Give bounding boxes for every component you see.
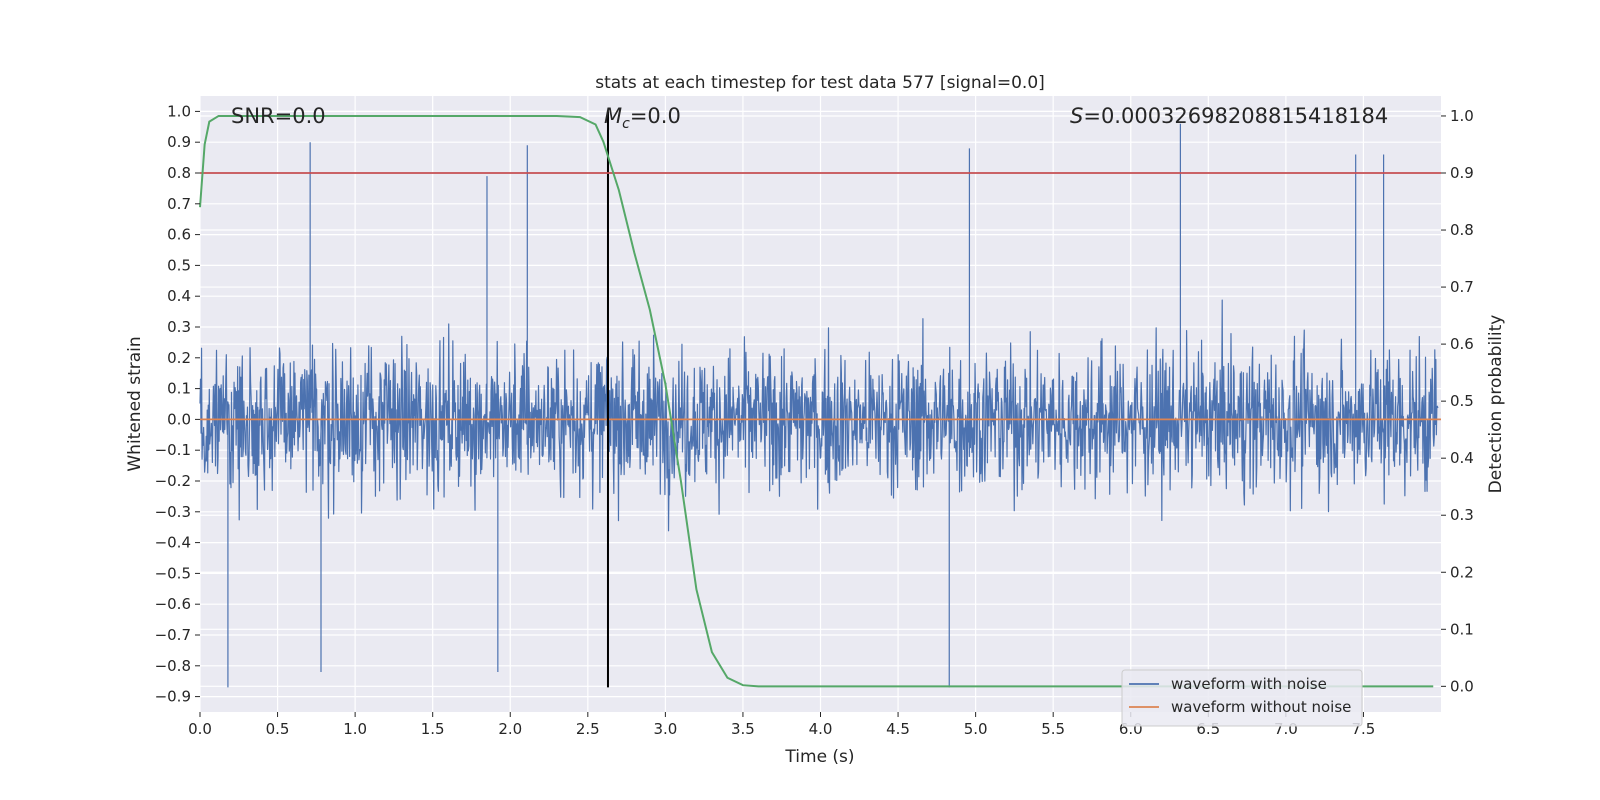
x-tick-label: 3.0: [653, 720, 677, 738]
y-tick-label-left: −0.7: [155, 626, 191, 644]
legend: waveform with noise waveform without noi…: [1121, 669, 1363, 727]
legend-box: [1121, 669, 1363, 727]
y-tick-label-right: 0.7: [1450, 278, 1474, 296]
y-tick-label-right: 0.5: [1450, 392, 1474, 410]
x-tick-label: 0.5: [266, 720, 290, 738]
y-tick-label-left: 0.2: [167, 349, 191, 367]
chirp-mass-annotation: Mc=0.0: [604, 104, 681, 132]
x-tick-label: 2.0: [498, 720, 522, 738]
y-tick-label-right: 1.0: [1450, 107, 1474, 125]
x-axis-label: Time (s): [784, 747, 854, 767]
y-tick-label-left: −0.1: [155, 441, 191, 459]
y-tick-label-left: −0.3: [155, 503, 191, 521]
x-tick-label: 1.0: [343, 720, 367, 738]
legend-label-noise: waveform with noise: [1171, 675, 1327, 693]
y-tick-label-right: 0.6: [1450, 335, 1474, 353]
legend-label-clean: waveform without noise: [1171, 698, 1351, 716]
axes: 0.0 0.5 1.0 1.5 2.0 2.5 3.0 3.5 4.0 4.5 5.0 5.5 6.0 6…: [155, 102, 1474, 738]
y-tick-label-left: 1.0: [167, 102, 191, 120]
y-tick-label-left: −0.6: [155, 595, 191, 613]
x-tick-label: 4.0: [809, 720, 833, 738]
y-tick-label-left: 0.4: [167, 287, 191, 305]
y-tick-label-left: 0.7: [167, 195, 191, 213]
y-tick-label-right: 0.8: [1450, 221, 1474, 239]
y-tick-label-right: 0.2: [1450, 563, 1474, 581]
y-tick-label-right: 0.1: [1450, 620, 1474, 638]
x-tick-label: 4.5: [886, 720, 910, 738]
y-tick-label-right: 0.3: [1450, 506, 1474, 524]
data-series: [199, 111, 1441, 688]
x-tick-label: 5.0: [964, 720, 988, 738]
y-tick-label-left: 0.1: [167, 380, 191, 398]
y-tick-label-right: 0.9: [1450, 164, 1474, 182]
y-tick-label-right: 0.0: [1450, 677, 1474, 695]
y-tick-label-left: −0.9: [155, 688, 191, 706]
x-tick-label: 5.5: [1041, 720, 1065, 738]
y-tick-label-left: −0.5: [155, 564, 191, 582]
y-axis-label-right: Detection probability: [1486, 315, 1506, 494]
series-waveform-with-noise: [199, 117, 1439, 688]
y-tick-label-left: 0.3: [167, 318, 191, 336]
y-tick-label-left: 0.0: [167, 410, 191, 428]
y-tick-label-left: 0.6: [167, 226, 191, 244]
y-tick-label-left: 0.5: [167, 256, 191, 274]
y-tick-label-left: −0.4: [155, 534, 191, 552]
series-detection-probability: [199, 114, 1434, 688]
snr-annotation: SNR=0.0: [231, 104, 326, 128]
x-tick-label: 1.5: [421, 720, 445, 738]
y-tick-label-left: 0.8: [167, 164, 191, 182]
y-tick-label-left: −0.8: [155, 657, 191, 675]
y-tick-label-right: 0.4: [1450, 449, 1474, 467]
y-tick-label-left: −0.2: [155, 472, 191, 490]
x-tick-label: 0.0: [188, 720, 212, 738]
x-tick-label: 3.5: [731, 720, 755, 738]
y-axis-label-left: Whitened strain: [125, 336, 145, 471]
y-tick-label-left: 0.9: [167, 133, 191, 151]
x-tick-label: 2.5: [576, 720, 600, 738]
s-statistic-annotation: S=0.00032698208815418184: [1070, 104, 1388, 128]
chart-title: stats at each timestep for test data 577…: [595, 73, 1045, 93]
